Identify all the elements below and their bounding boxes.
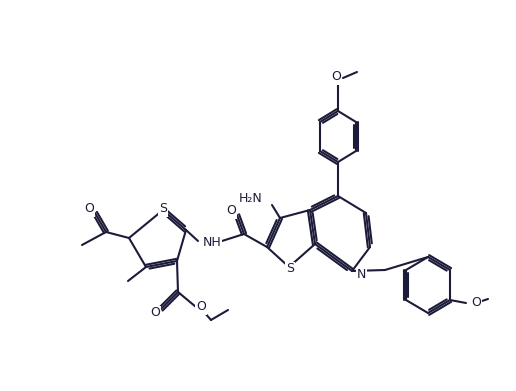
- Text: O: O: [471, 296, 481, 310]
- Text: S: S: [286, 262, 294, 276]
- Text: O: O: [84, 203, 94, 215]
- Text: S: S: [159, 203, 167, 215]
- Text: N: N: [357, 267, 366, 280]
- Text: O: O: [331, 70, 341, 84]
- Text: O: O: [196, 301, 206, 314]
- Text: NH: NH: [203, 237, 221, 249]
- Text: H₂N: H₂N: [238, 192, 262, 204]
- Text: O: O: [226, 204, 236, 217]
- Text: O: O: [150, 307, 160, 319]
